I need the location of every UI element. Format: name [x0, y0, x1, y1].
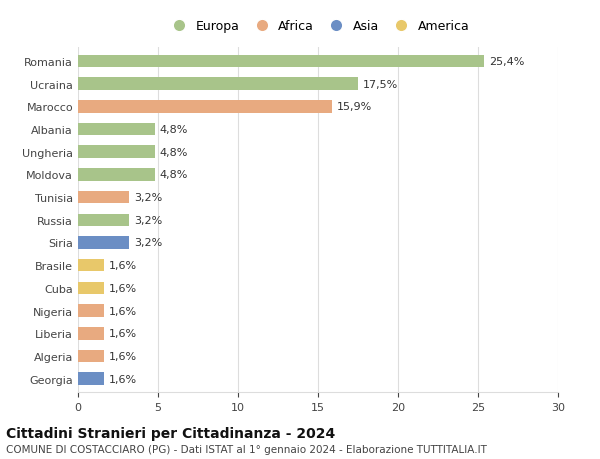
Text: Cittadini Stranieri per Cittadinanza - 2024: Cittadini Stranieri per Cittadinanza - 2…	[6, 426, 335, 440]
Text: 3,2%: 3,2%	[134, 238, 162, 248]
Text: 1,6%: 1,6%	[109, 306, 137, 316]
Text: 25,4%: 25,4%	[489, 57, 524, 67]
Bar	[78, 350, 104, 363]
Bar	[78, 259, 104, 272]
Bar	[78, 305, 104, 317]
Text: 17,5%: 17,5%	[363, 79, 398, 90]
Bar	[78, 282, 104, 295]
Text: 3,2%: 3,2%	[134, 215, 162, 225]
Text: 4,8%: 4,8%	[160, 125, 188, 135]
Text: 4,8%: 4,8%	[160, 147, 188, 157]
Text: 1,6%: 1,6%	[109, 329, 137, 339]
Text: 4,8%: 4,8%	[160, 170, 188, 180]
Text: 1,6%: 1,6%	[109, 283, 137, 293]
Bar	[78, 191, 129, 204]
Text: 3,2%: 3,2%	[134, 193, 162, 203]
Bar	[78, 146, 155, 159]
Bar	[78, 78, 358, 91]
Bar	[78, 123, 155, 136]
Text: 1,6%: 1,6%	[109, 351, 137, 361]
Bar	[78, 101, 332, 113]
Bar	[78, 327, 104, 340]
Bar	[78, 237, 129, 249]
Bar	[78, 214, 129, 227]
Bar	[78, 169, 155, 181]
Bar	[78, 56, 484, 68]
Text: 1,6%: 1,6%	[109, 374, 137, 384]
Text: COMUNE DI COSTACCIARO (PG) - Dati ISTAT al 1° gennaio 2024 - Elaborazione TUTTIT: COMUNE DI COSTACCIARO (PG) - Dati ISTAT …	[6, 444, 487, 454]
Legend: Europa, Africa, Asia, America: Europa, Africa, Asia, America	[161, 15, 475, 38]
Text: 15,9%: 15,9%	[337, 102, 373, 112]
Bar	[78, 373, 104, 385]
Text: 1,6%: 1,6%	[109, 261, 137, 271]
